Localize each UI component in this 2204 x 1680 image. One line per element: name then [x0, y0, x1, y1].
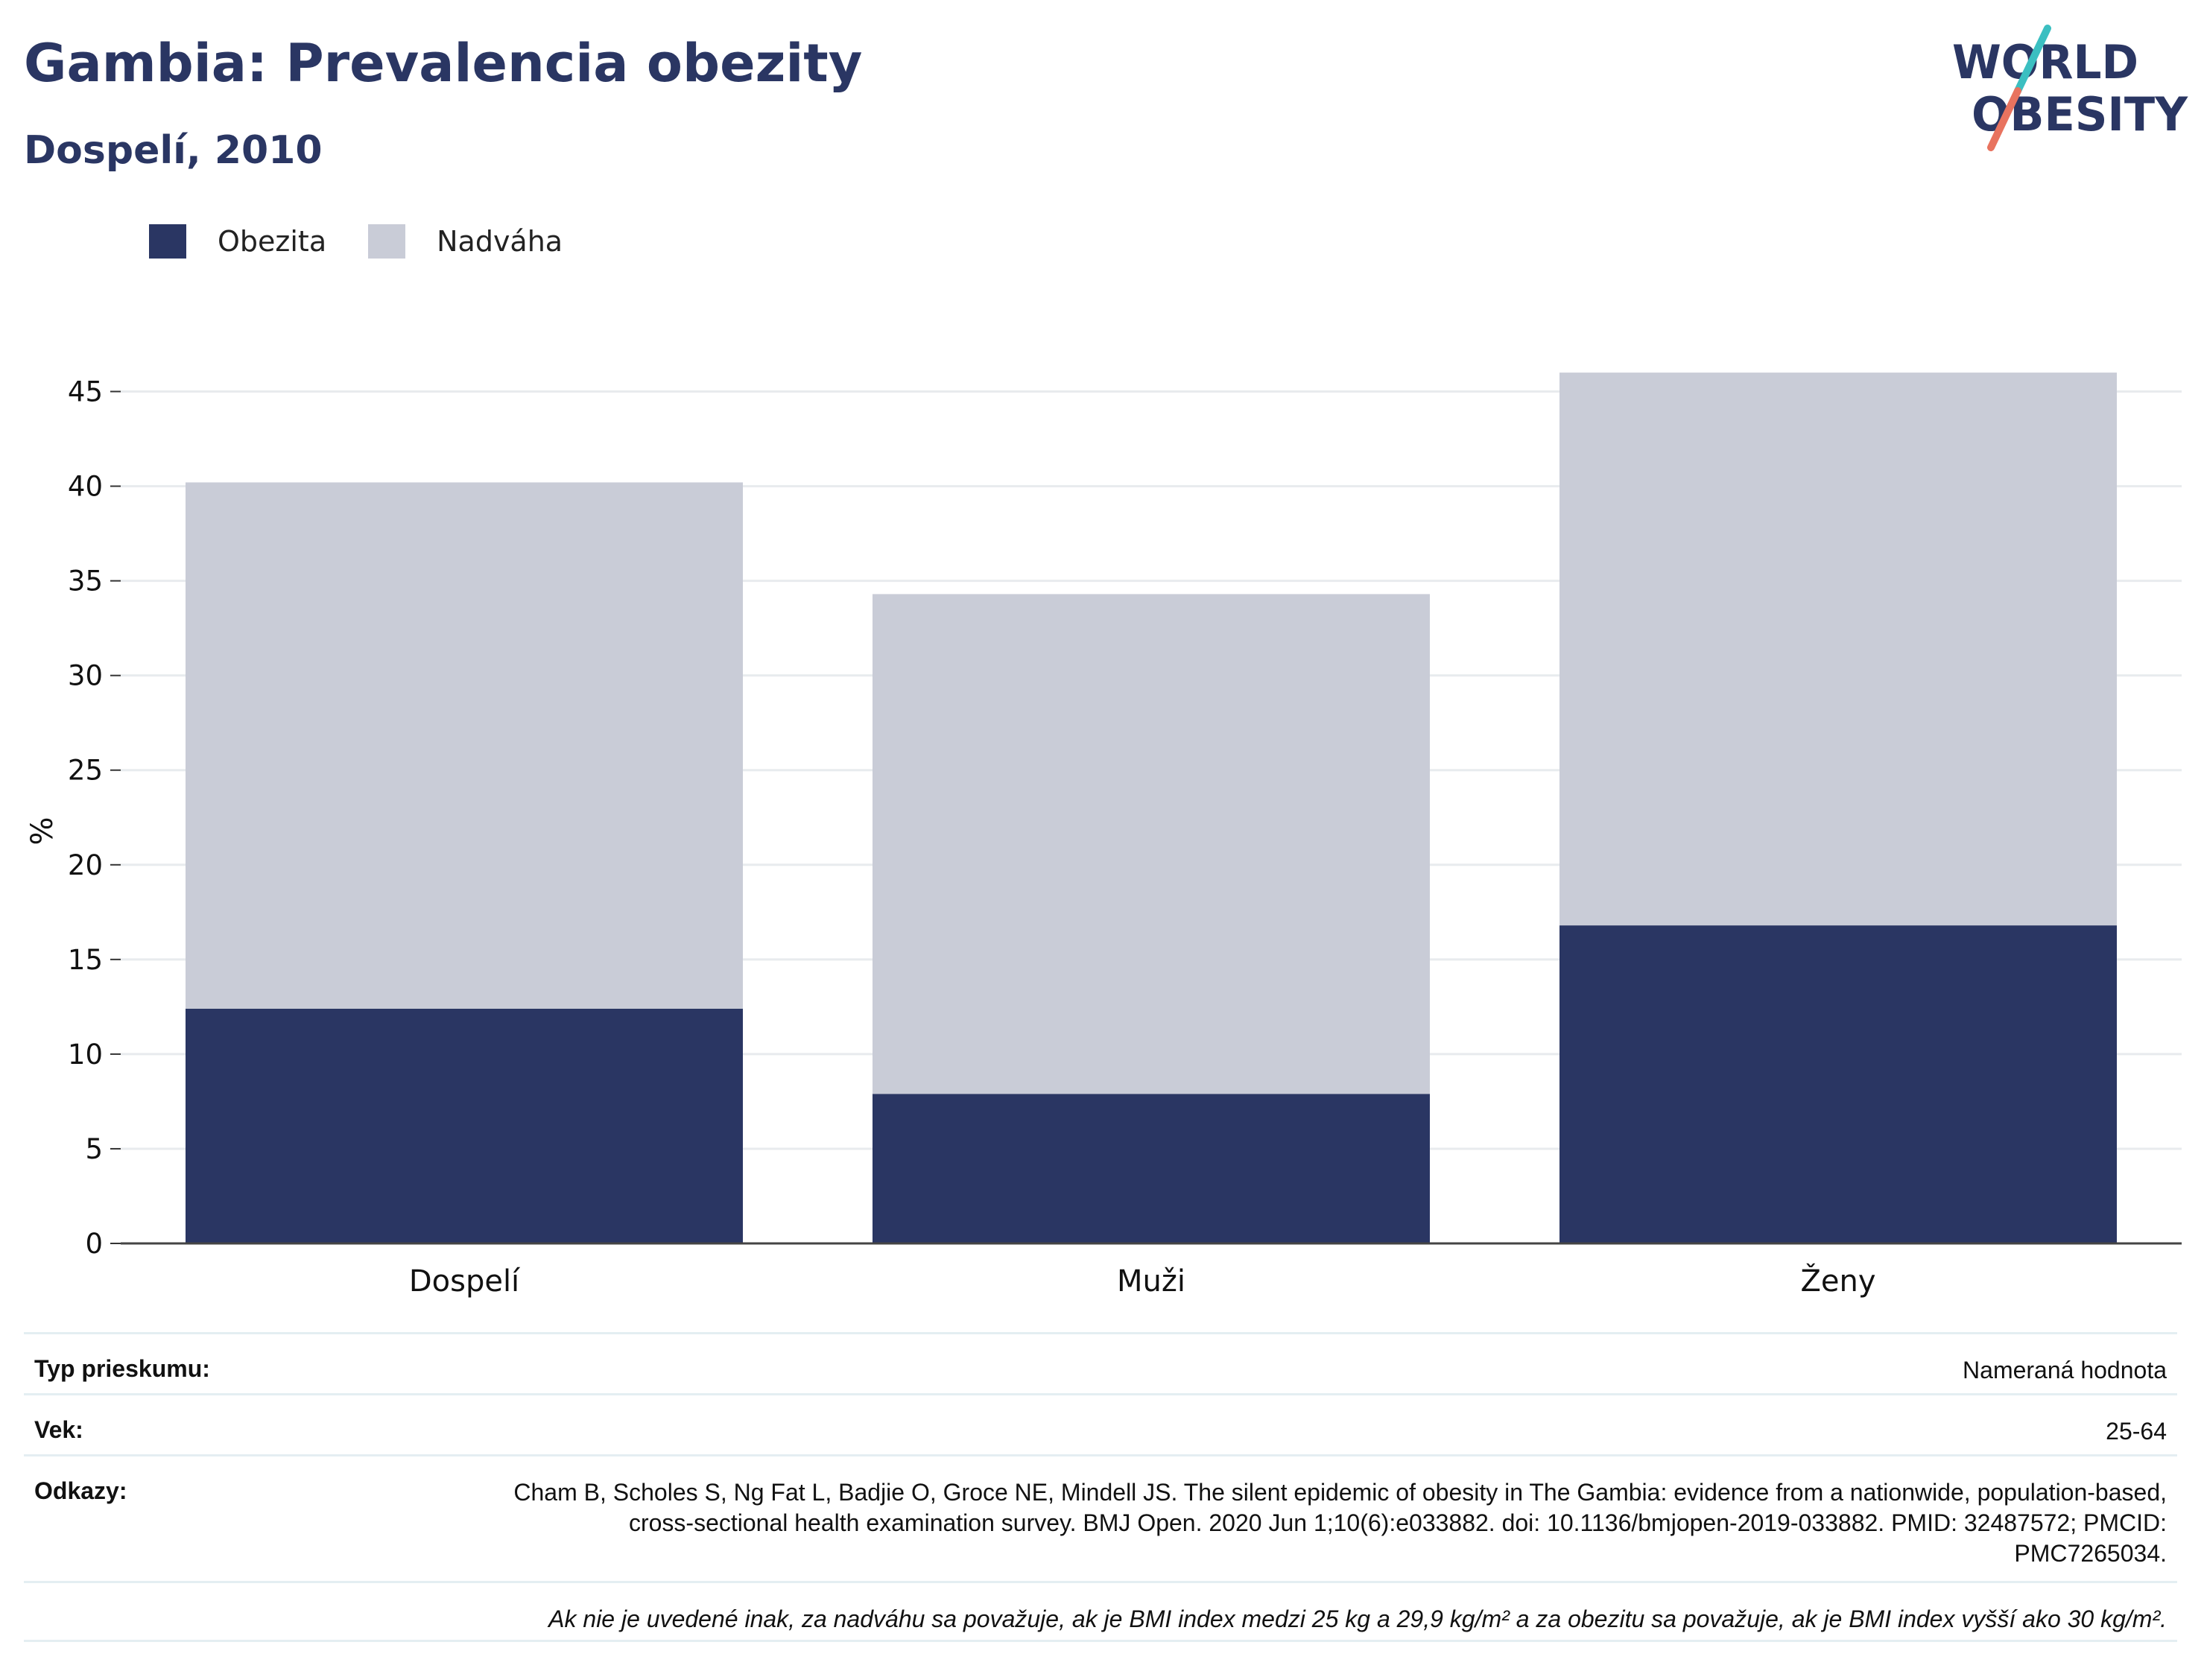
y-tick-label-30: 30: [68, 660, 103, 692]
meta-row-note: Ak nie je uvedené inak, za nadváhu sa po…: [24, 1581, 2177, 1642]
legend-item-nadvaha[interactable]: Nadváha: [368, 224, 563, 259]
y-tick-label-5: 5: [85, 1133, 103, 1165]
survey-type-label: Typ prieskumu:: [34, 1355, 210, 1382]
legend-swatch-obezita: [149, 224, 186, 259]
legend-label-obezita: Obezita: [218, 225, 327, 258]
metadata-table: Typ prieskumu: Nameraná hodnota Vek: 25-…: [24, 1332, 2177, 1642]
bar-ženy-nadváha: [1559, 373, 2117, 926]
age-label: Vek:: [34, 1416, 83, 1443]
logo-slash-bottom: [1987, 87, 2021, 151]
y-tick-label-0: 0: [85, 1228, 103, 1260]
y-axis-label: %: [25, 817, 60, 845]
x-tick-label-2: Ženy: [1800, 1263, 1875, 1299]
y-tick-label-15: 15: [68, 944, 103, 976]
world-obesity-logo: WORLD OBESITY: [1952, 25, 2188, 151]
legend: Obezita Nadváha: [149, 219, 604, 264]
logo-slash-top: [2014, 25, 2051, 95]
y-tick-label-20: 20: [68, 849, 103, 881]
bar-muži-nadváha: [873, 594, 1430, 1094]
y-tick-label-25: 25: [68, 755, 103, 787]
bar-ženy-obezita: [1559, 925, 2117, 1243]
chart-title: Gambia: Prevalencia obezity: [24, 33, 863, 94]
legend-item-obezita[interactable]: Obezita: [149, 224, 326, 259]
references-label: Odkazy:: [34, 1477, 127, 1504]
survey-type-value: Nameraná hodnota: [1963, 1357, 2167, 1383]
definition-note: Ak nie je uvedené inak, za nadváhu sa po…: [548, 1605, 2167, 1632]
chart-subtitle: Dospelí, 2010: [24, 128, 323, 173]
meta-row-references: Odkazy: Cham B, Scholes S, Ng Fat L, Bad…: [24, 1454, 2177, 1581]
meta-row-age: Vek: 25-64: [24, 1393, 2177, 1454]
age-value: 25-64: [2106, 1418, 2167, 1445]
bar-dospelí-obezita: [186, 1008, 743, 1243]
bar-chart: 0 5 10 15 20 25 30 35 40 45% Dospelí Muži Ženy: [25, 373, 2182, 1299]
y-tick-label-40: 40: [68, 471, 103, 503]
x-tick-label-1: Muži: [1117, 1264, 1185, 1299]
bar-muži-obezita: [873, 1094, 1430, 1243]
y-tick-label-10: 10: [68, 1039, 103, 1071]
y-tick-label-35: 35: [68, 565, 103, 597]
meta-row-survey-type: Typ prieskumu: Nameraná hodnota: [24, 1332, 2177, 1393]
legend-swatch-nadvaha: [368, 224, 406, 259]
references-value: Cham B, Scholes S, Ng Fat L, Badjie O, G…: [513, 1479, 2167, 1567]
logo-line1: WORLD: [1952, 35, 2138, 89]
bar-dospelí-nadváha: [186, 482, 743, 1009]
x-tick-label-0: Dospelí: [409, 1264, 521, 1299]
y-tick-label-45: 45: [68, 376, 103, 408]
legend-label-nadvaha: Nadváha: [437, 225, 563, 258]
